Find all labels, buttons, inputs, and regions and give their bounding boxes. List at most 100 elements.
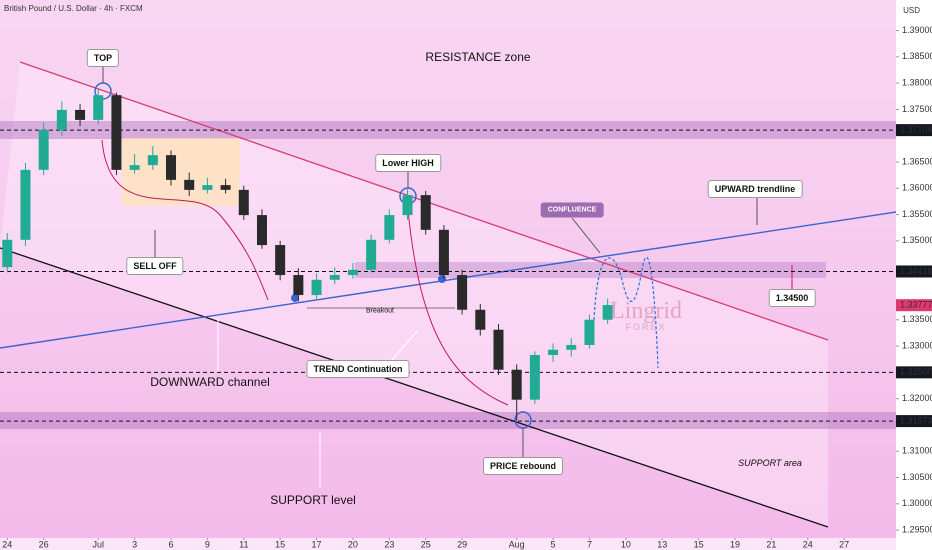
annotation: SUPPORT area xyxy=(738,458,802,468)
projection xyxy=(593,256,659,369)
x-tick-label: 20 xyxy=(348,539,358,549)
candle-body xyxy=(311,279,322,296)
x-tick-label: 25 xyxy=(421,539,431,549)
x-tick-label: 5 xyxy=(551,539,556,549)
y-tick-label: 1.32000 xyxy=(902,393,932,403)
candle-body xyxy=(548,349,559,355)
candle-body xyxy=(256,215,267,246)
y-tick-label: 1.30500 xyxy=(902,472,932,482)
x-tick-label: 13 xyxy=(657,539,667,549)
candle-body xyxy=(566,344,577,350)
candle-body xyxy=(202,185,213,190)
x-tick-label: 17 xyxy=(312,539,322,549)
x-tick-label: 19 xyxy=(730,539,740,549)
x-tick-label: Jul xyxy=(92,539,104,549)
spacer xyxy=(826,300,896,538)
x-tick-label: 10 xyxy=(621,539,631,549)
time-axis xyxy=(0,538,896,550)
annotation: CONFLUENCE xyxy=(540,202,604,218)
watermark-brand: Lingrid xyxy=(610,298,682,324)
current-price-label: 1.33777 xyxy=(900,300,932,310)
candle-body xyxy=(529,354,540,400)
y-tick-label: 1.38500 xyxy=(902,51,932,61)
mid-zone xyxy=(355,262,826,278)
annotation: TOP xyxy=(86,49,120,67)
x-tick-label: 24 xyxy=(2,539,12,549)
annotation: Lower HIGH xyxy=(375,154,441,172)
x-tick-label: 27 xyxy=(839,539,849,549)
y-tick-label: 1.36500 xyxy=(902,156,932,166)
price-level-box xyxy=(896,415,932,428)
candle-body xyxy=(329,275,340,280)
y-tick-label: 1.30000 xyxy=(902,498,932,508)
candle-body xyxy=(602,305,613,320)
candle-body xyxy=(111,95,122,170)
candle-body xyxy=(275,245,286,276)
annotation: PRICE rebound xyxy=(482,457,564,475)
x-tick-label: 6 xyxy=(169,539,174,549)
y-tick-label: 1.35500 xyxy=(902,209,932,219)
candle-body xyxy=(75,109,86,120)
current-price-box xyxy=(896,299,932,312)
candle-body xyxy=(584,319,595,345)
annotation: SELL OFF xyxy=(126,257,184,275)
candle-body xyxy=(38,129,49,170)
candle-body xyxy=(238,189,249,216)
price-level-label: 1.31573 xyxy=(900,415,932,425)
x-tick-label: 15 xyxy=(694,539,704,549)
x-tick-label: 26 xyxy=(39,539,49,549)
annotation: DOWNWARD channel xyxy=(150,375,270,389)
candle-body xyxy=(438,229,449,276)
y-tick-label: 1.37500 xyxy=(902,104,932,114)
support-zone xyxy=(0,412,896,429)
price-level-box xyxy=(896,265,932,278)
upward-trendline xyxy=(0,211,897,349)
candle-body xyxy=(220,185,231,190)
y-tick-label: 1.35000 xyxy=(902,235,932,245)
symbol: British Pound / U.S. Dollar · 4h · FXCM xyxy=(4,4,143,13)
candle-body xyxy=(2,239,13,268)
candle-body xyxy=(147,155,158,166)
annotation: UPWARD trendline xyxy=(707,180,803,198)
y-tick-label: 1.36000 xyxy=(902,183,932,193)
x-tick-label: Aug xyxy=(509,539,525,549)
arrow-selloff xyxy=(101,139,269,301)
candle-body xyxy=(402,195,413,216)
candle-body xyxy=(347,269,358,276)
candle-body xyxy=(420,195,431,230)
candle-body xyxy=(184,179,195,190)
candle-body xyxy=(293,275,304,296)
y-tick-label: 1.29500 xyxy=(902,524,932,534)
y-tick-label: 1.39000 xyxy=(902,25,932,35)
x-tick-label: 23 xyxy=(384,539,394,549)
annotation: SUPPORT level xyxy=(270,493,356,507)
candle-body xyxy=(93,95,104,120)
watermark-sub: FOREX xyxy=(625,322,667,332)
price-level-box xyxy=(896,366,932,379)
price-level-box xyxy=(896,124,932,137)
channel-bottom xyxy=(0,247,829,528)
candle-body xyxy=(457,275,468,310)
currency: USD xyxy=(903,6,920,15)
x-tick-label: 24 xyxy=(803,539,813,549)
x-tick-label: 15 xyxy=(275,539,285,549)
candle-body xyxy=(129,165,140,170)
candle-body xyxy=(366,239,377,270)
price-level-label: 1.32500 xyxy=(900,367,932,377)
candle-body xyxy=(493,329,504,370)
y-tick-label: 1.38000 xyxy=(902,77,932,87)
x-tick-label: 3 xyxy=(132,539,137,549)
touch-point xyxy=(438,275,446,283)
price-level-label: 1.37106 xyxy=(900,124,932,134)
x-tick-label: 21 xyxy=(766,539,776,549)
y-tick-label: 1.31000 xyxy=(902,446,932,456)
candle-body xyxy=(475,309,486,330)
touch-point xyxy=(291,294,299,302)
y-tick-label: 1.33000 xyxy=(902,340,932,350)
x-tick-label: 29 xyxy=(457,539,467,549)
watermark: Lingrid FOREX xyxy=(610,298,682,332)
candle-body xyxy=(20,169,31,240)
y-tick-label: 1.33500 xyxy=(902,314,932,324)
annotation: Breakout xyxy=(365,307,395,315)
